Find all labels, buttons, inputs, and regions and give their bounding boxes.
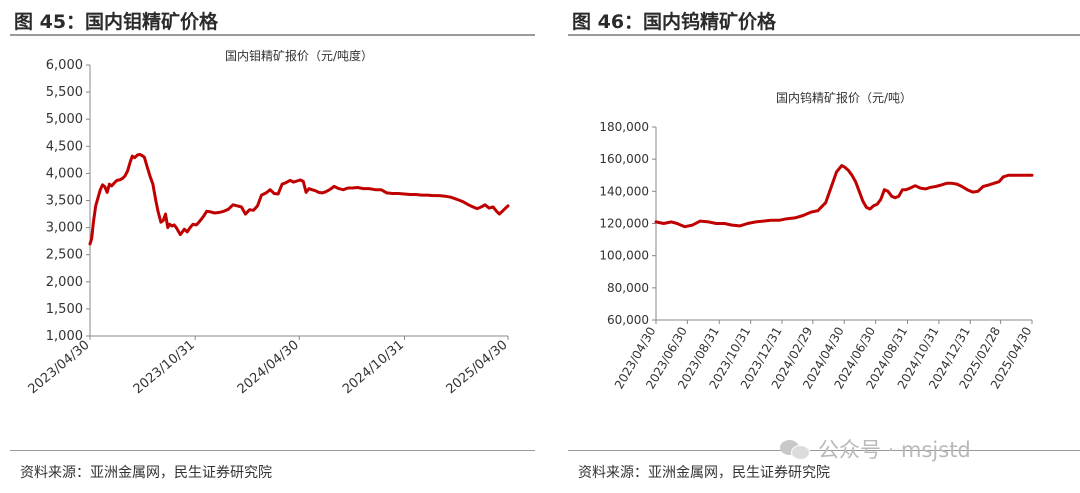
y-tick-label: 4,500	[46, 139, 83, 154]
y-tick-label: 5,500	[46, 85, 83, 100]
y-tick-label: 5,000	[46, 112, 83, 127]
chart-title: 国内钼精矿报价（元/吨度）	[225, 48, 373, 63]
x-tick-label: 2025/04/30	[444, 338, 511, 398]
x-tick-label: 2024/10/31	[340, 338, 407, 398]
figure-title: 图 46：国内钨精矿价格	[572, 11, 777, 33]
price-line	[88, 152, 510, 246]
x-tick-label: 2024/04/30	[235, 338, 302, 398]
figure-title: 图 45：国内钼精矿价格	[14, 11, 219, 33]
title-rule	[10, 34, 535, 36]
watermark: 公众号 · msjstd	[780, 433, 971, 465]
tungsten-price-chart: 国内钨精矿报价（元/吨） 60,000 80,000 100,000 120,000 14…	[599, 90, 1034, 391]
source-rule	[10, 450, 535, 451]
title-rule	[568, 34, 1080, 36]
wechat-icon	[780, 438, 810, 460]
source-rule	[568, 450, 1080, 451]
y-tick-label: 3,000	[46, 221, 83, 236]
source-note: 资料来源：亚洲金属网，民生证券研究院	[578, 465, 830, 481]
y-tick-label: 180,000	[599, 120, 649, 134]
chart-panel-molybdenum: 图 45：国内钼精矿价格 国内钼精矿报价（元/吨度） 1,000 1,500 2,00…	[10, 0, 535, 493]
y-tick-label: 2,000	[46, 275, 83, 290]
y-tick-label: 2,500	[46, 248, 83, 263]
molybdenum-price-chart: 国内钼精矿报价（元/吨度） 1,000 1,500 2,000 2,500 3,000 3,…	[26, 48, 511, 398]
y-tick-label: 1,500	[46, 302, 83, 317]
chart-panel-tungsten: 图 46：国内钨精矿价格 国内钨精矿报价（元/吨） 60,000 80,000 100…	[568, 0, 1080, 493]
y-tick-label: 60,000	[607, 313, 649, 327]
chart-title: 国内钨精矿报价（元/吨）	[776, 90, 912, 105]
y-tick-label: 4,000	[46, 166, 83, 181]
y-tick-label: 1,000	[46, 329, 83, 344]
x-tick-label: 2023/10/31	[131, 338, 198, 398]
y-tick-label: 120,000	[599, 217, 649, 231]
y-tick-label: 80,000	[607, 281, 649, 295]
y-tick-label: 100,000	[599, 249, 649, 263]
y-tick-label: 3,500	[46, 194, 83, 209]
y-tick-label: 140,000	[599, 184, 649, 198]
price-line	[654, 164, 1034, 229]
y-tick-label: 160,000	[599, 152, 649, 166]
watermark-text: 公众号 · msjstd	[818, 438, 971, 462]
source-note: 资料来源：亚洲金属网，民生证券研究院	[20, 465, 272, 481]
y-tick-label: 6,000	[46, 58, 83, 73]
x-tick-label: 2023/04/30	[26, 338, 93, 398]
